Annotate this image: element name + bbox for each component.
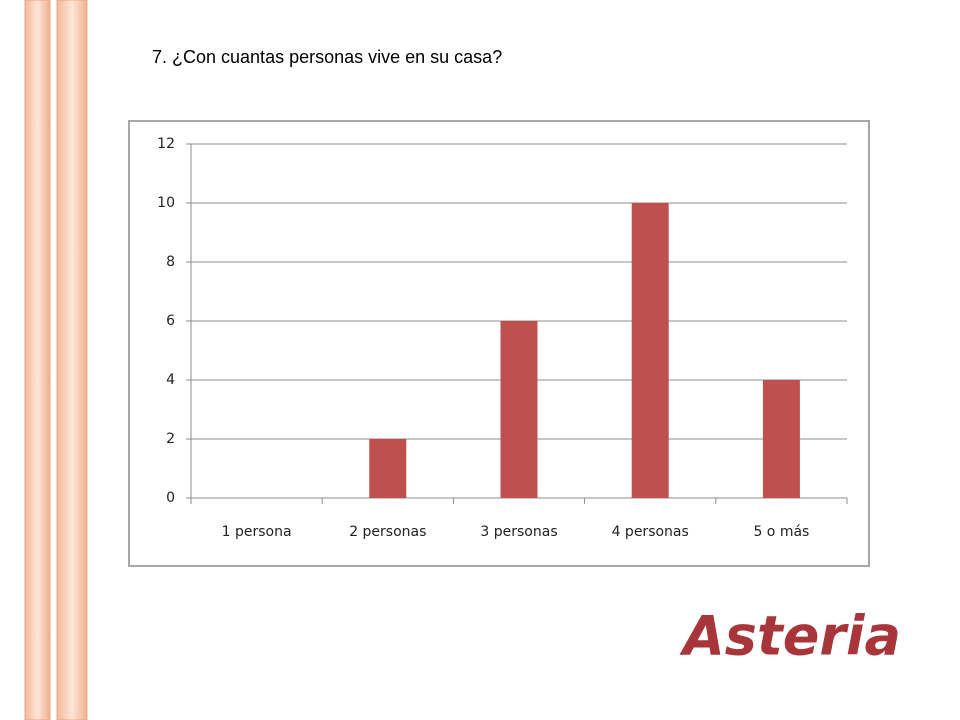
y-tick-label: 6 <box>166 313 175 329</box>
x-tick-label: 2 personas <box>349 524 426 540</box>
y-tick-label: 12 <box>157 136 175 152</box>
y-tick-label: 8 <box>166 254 175 270</box>
y-tick-label: 4 <box>166 372 175 388</box>
x-tick-label: 5 o más <box>753 524 809 540</box>
y-tick-label: 0 <box>166 490 175 506</box>
bar <box>762 380 800 498</box>
chart-title: 7. ¿Con cuantas personas vive en su casa… <box>152 47 502 67</box>
logo: Asteria <box>679 605 901 668</box>
bar <box>369 439 407 498</box>
x-tick-label: 4 personas <box>612 524 689 540</box>
y-tick-label: 2 <box>166 431 175 447</box>
chart-frame <box>128 120 870 567</box>
x-tick-label: 3 personas <box>480 524 557 540</box>
decor-bar <box>56 0 88 720</box>
bar <box>631 203 669 498</box>
bar <box>500 321 538 498</box>
decor-bar <box>24 0 51 720</box>
x-tick-label: 1 persona <box>222 524 292 540</box>
y-tick-label: 10 <box>157 195 175 211</box>
